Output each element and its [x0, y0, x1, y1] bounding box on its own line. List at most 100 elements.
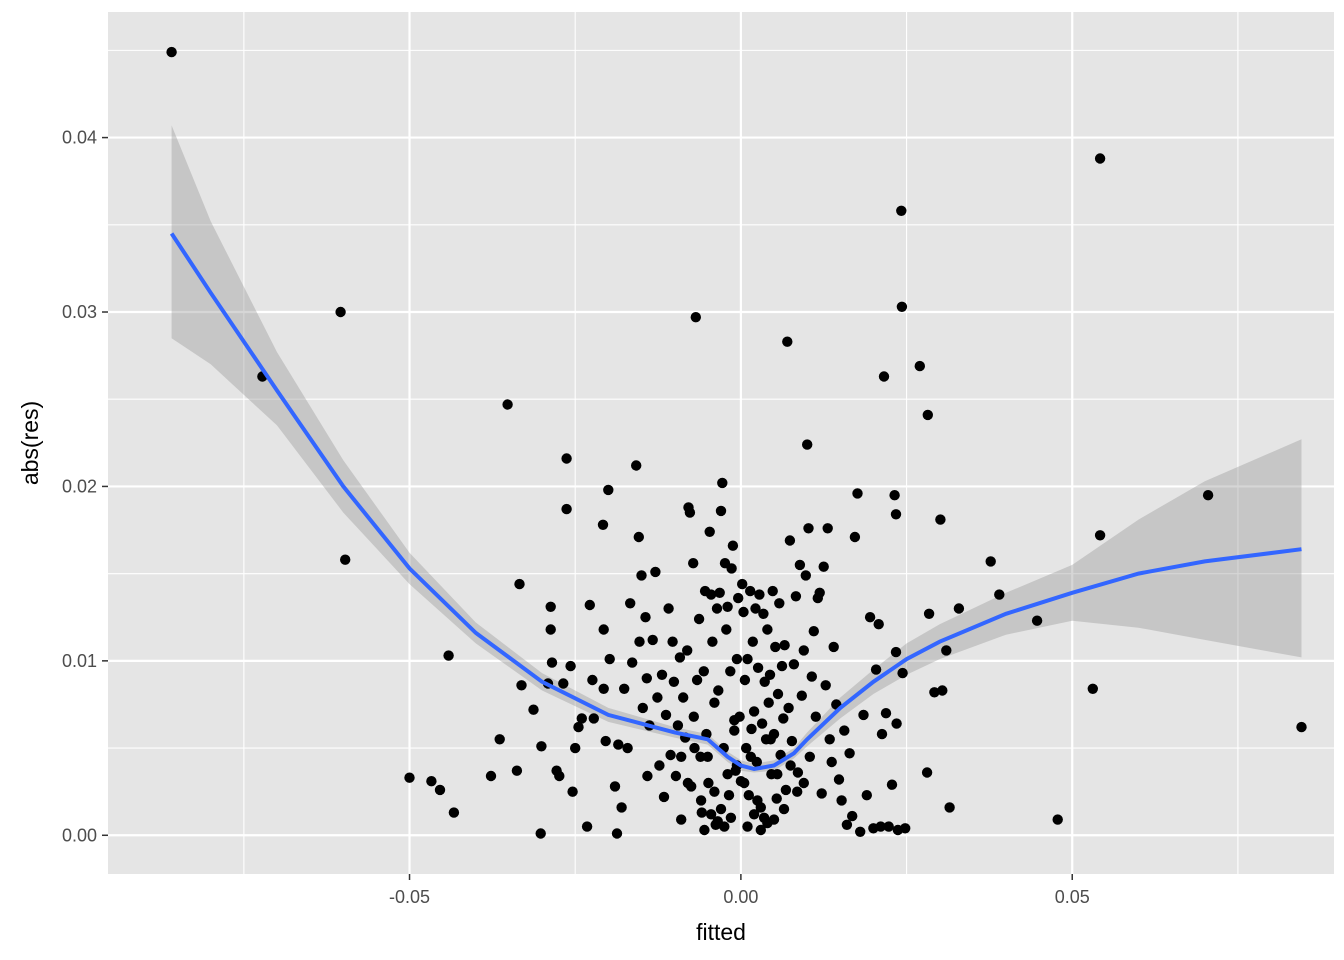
- data-point: [792, 767, 804, 778]
- data-point: [705, 809, 717, 820]
- data-point: [1202, 490, 1214, 501]
- data-point: [704, 526, 715, 537]
- data-point: [667, 636, 678, 647]
- data-point: [570, 742, 581, 754]
- data-point: [654, 760, 665, 771]
- data-point: [598, 683, 609, 694]
- data-point: [748, 809, 760, 820]
- data-point: [494, 734, 505, 745]
- data-point: [923, 608, 935, 619]
- data-point: [640, 612, 651, 623]
- data-point: [696, 807, 707, 818]
- data-point: [1052, 814, 1063, 825]
- data-point: [935, 514, 946, 525]
- data-point: [953, 603, 965, 614]
- data-point: [695, 751, 706, 762]
- data-point: [665, 749, 676, 761]
- data-point: [731, 653, 743, 665]
- x-axis-title: fitted: [696, 919, 746, 945]
- data-point: [772, 769, 783, 780]
- data-point: [743, 790, 754, 801]
- data-point: [565, 660, 576, 672]
- data-point: [792, 786, 803, 797]
- x-tick-label: 0.00: [723, 887, 758, 907]
- data-point: [803, 523, 814, 534]
- data-point: [723, 790, 735, 801]
- data-point: [737, 578, 748, 590]
- data-point: [876, 728, 888, 740]
- data-point: [660, 709, 672, 721]
- data-point: [758, 608, 769, 619]
- data-point: [726, 563, 737, 574]
- data-point: [703, 777, 714, 789]
- grid-lines: [108, 12, 1334, 874]
- data-point: [818, 561, 829, 572]
- data-point: [715, 505, 727, 517]
- data-point: [340, 554, 351, 565]
- data-point: [545, 601, 556, 612]
- data-point: [636, 570, 647, 581]
- data-point: [434, 784, 446, 796]
- data-point: [839, 725, 850, 736]
- data-point: [739, 674, 751, 686]
- data-point: [739, 777, 750, 789]
- data-point: [514, 578, 525, 590]
- data-point: [688, 711, 699, 722]
- data-point: [937, 685, 948, 696]
- data-point: [600, 735, 611, 747]
- data-point: [768, 814, 780, 825]
- data-point: [778, 713, 789, 724]
- smooth-line: [169, 232, 1302, 772]
- data-point: [914, 360, 925, 372]
- data-point: [616, 802, 627, 813]
- data-point: [166, 46, 177, 58]
- data-point: [625, 598, 636, 609]
- data-point: [804, 751, 815, 762]
- x-axis-ticks: -0.05 0.00 0.05: [389, 874, 1090, 907]
- data-point: [725, 666, 736, 677]
- data-point: [742, 653, 753, 665]
- y-tick-label: 0.02: [62, 476, 97, 496]
- data-point: [873, 619, 884, 630]
- data-point: [985, 556, 996, 567]
- data-point: [779, 640, 790, 651]
- data-point: [771, 793, 782, 804]
- data-point: [722, 769, 733, 780]
- data-point: [889, 490, 900, 501]
- data-point: [611, 828, 623, 839]
- data-point: [613, 739, 624, 750]
- data-point: [641, 673, 652, 684]
- data-point: [780, 784, 792, 796]
- data-point: [647, 634, 658, 646]
- data-point: [656, 669, 668, 680]
- data-point: [870, 664, 882, 675]
- data-point: [772, 688, 784, 700]
- data-point: [516, 680, 527, 691]
- data-point: [836, 795, 847, 806]
- data-point: [722, 601, 733, 612]
- data-point: [678, 692, 689, 703]
- data-point: [695, 795, 707, 806]
- y-axis-title: abs(res): [17, 401, 43, 485]
- data-point: [782, 336, 793, 347]
- data-point: [1296, 721, 1307, 733]
- data-point: [748, 706, 760, 717]
- data-point: [717, 477, 728, 489]
- data-point: [573, 721, 584, 733]
- data-point: [822, 523, 833, 534]
- data-point: [941, 645, 952, 656]
- data-point: [765, 734, 776, 745]
- data-point: [897, 667, 908, 679]
- data-point: [770, 641, 781, 653]
- data-point: [588, 713, 599, 724]
- data-point: [864, 612, 876, 623]
- data-point: [581, 821, 593, 832]
- data-point: [609, 781, 621, 792]
- data-point: [878, 371, 890, 382]
- data-point: [443, 650, 454, 661]
- data-point: [702, 751, 713, 762]
- data-point: [841, 819, 853, 830]
- data-point: [637, 702, 648, 714]
- data-point: [714, 587, 725, 598]
- data-point: [619, 683, 630, 694]
